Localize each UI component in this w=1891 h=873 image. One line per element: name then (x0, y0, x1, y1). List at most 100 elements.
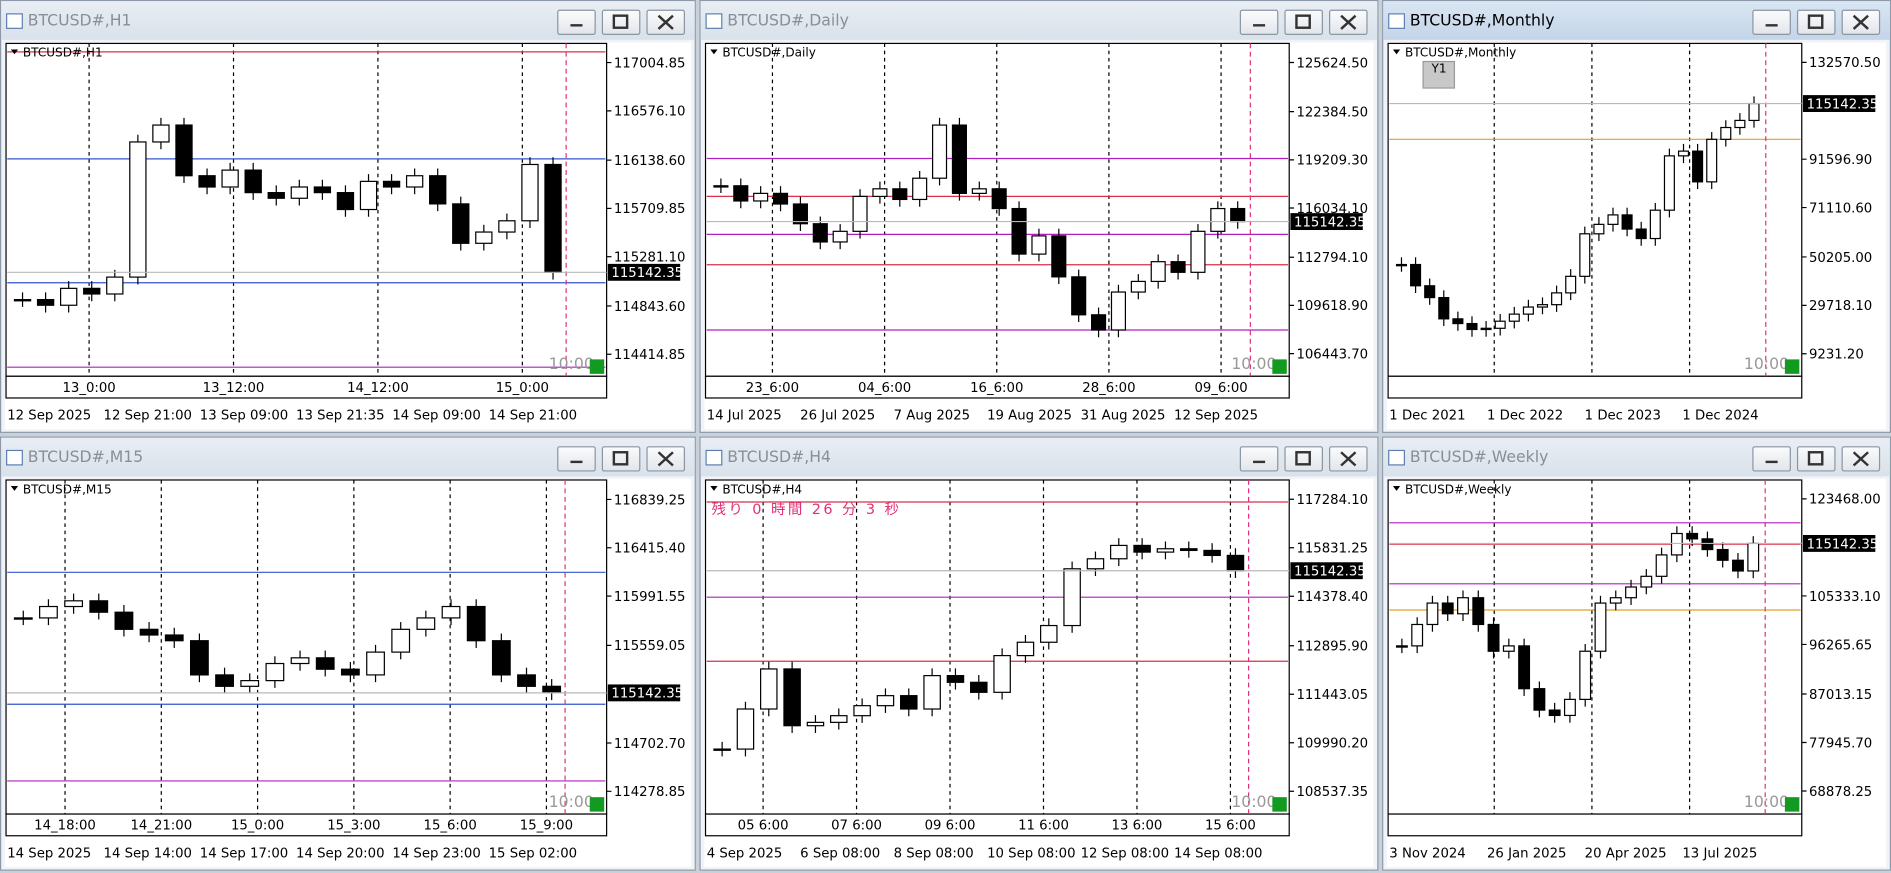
candle (498, 220, 516, 233)
time-strip (1387, 375, 1803, 399)
candle (416, 617, 436, 630)
close-button[interactable] (1329, 9, 1368, 35)
candle (405, 175, 424, 188)
candle (760, 668, 778, 710)
candle (175, 124, 193, 177)
title-bar: BTCUSD#,Monthly (1383, 1, 1890, 40)
y1-button[interactable] (1422, 60, 1456, 89)
chart: 117284.10 115831.25 114378.40 112895.90 1114… (704, 478, 1374, 868)
chart-background (4, 42, 692, 430)
candle (1536, 304, 1549, 308)
time-label: 4 Sep 2025 (707, 846, 783, 861)
candle (830, 715, 848, 723)
time-label: 19 Aug 2025 (987, 409, 1072, 424)
maximize-button[interactable] (1284, 446, 1323, 472)
maximize-button[interactable] (1284, 9, 1323, 35)
chart-background (704, 478, 1374, 868)
collapse-arrow (710, 486, 718, 491)
candle (1732, 559, 1744, 572)
close-button[interactable] (1841, 9, 1881, 35)
maximize-button[interactable] (601, 9, 641, 35)
button-icon (1852, 14, 1869, 30)
window-icon (705, 13, 723, 29)
inner-time-label: 15 6:00 (1205, 819, 1256, 834)
inner-time-label: 14_12:00 (347, 381, 409, 396)
candle (900, 695, 918, 710)
candle (1663, 155, 1675, 211)
candle (1203, 549, 1221, 557)
y-tick-label: 116415.40 (614, 542, 686, 557)
candle (1609, 597, 1622, 604)
time-strip (5, 375, 608, 399)
window-title: BTCUSD#,Daily (727, 12, 849, 31)
chart-window: BTCUSD#,H4 117284.10 115831.25 114378.40 112… (699, 436, 1379, 871)
candle (970, 681, 988, 693)
minimize-button[interactable] (557, 446, 596, 472)
candle (1210, 207, 1226, 232)
candle (1494, 320, 1506, 329)
y-tick-label: 87013.15 (1809, 688, 1872, 703)
y1-label: Y1 (1431, 61, 1447, 75)
time-label: 12 Sep 2025 (7, 409, 91, 424)
chart: 116839.25 116415.40 115991.55 115559.05 1147… (4, 478, 692, 868)
candle (382, 180, 401, 188)
inner-time-label: 04_6:00 (858, 381, 911, 396)
time-label: 15 Sep 02:00 (489, 846, 577, 861)
price-tag (1802, 95, 1876, 112)
inner-time-label: 15_0:00 (231, 819, 284, 834)
time-strip (1387, 813, 1803, 837)
candle (1640, 575, 1653, 588)
y-tick-label: 50205.00 (1809, 251, 1872, 266)
candle (971, 188, 987, 194)
candle (912, 177, 928, 201)
y-tick-label: 117284.10 (1296, 493, 1368, 508)
candle (1655, 554, 1668, 577)
button-icon (612, 14, 629, 29)
time-label: 7 Aug 2025 (894, 409, 970, 424)
candle (931, 124, 948, 179)
candle (1480, 327, 1492, 331)
inner-time-label: 13 6:00 (1112, 819, 1163, 834)
close-button[interactable] (646, 9, 686, 35)
icon (1340, 14, 1357, 30)
time-label: 1 Dec 2023 (1585, 409, 1661, 424)
candle (1071, 276, 1087, 316)
time-label: 14 Jul 2025 (707, 409, 782, 424)
close-button[interactable] (1841, 446, 1881, 472)
candle (1441, 602, 1454, 615)
title-bar: BTCUSD#,H4 (700, 437, 1378, 477)
time-strip (704, 375, 1290, 399)
candle (1720, 126, 1732, 140)
y-tick-label: 114843.60 (614, 300, 686, 315)
candle (736, 708, 755, 750)
minimize-button[interactable] (1752, 446, 1791, 472)
title-bar: BTCUSD#,H1 (1, 1, 695, 40)
window-title: BTCUSD#,H1 (27, 12, 132, 31)
candle (517, 674, 536, 687)
candle (1706, 138, 1718, 183)
minimize-button[interactable] (1239, 9, 1279, 35)
candle (1110, 544, 1128, 560)
close-button[interactable] (646, 446, 686, 472)
close-button[interactable] (1329, 446, 1368, 472)
candle (806, 721, 825, 727)
candle (391, 628, 411, 653)
candle (267, 192, 285, 199)
candle (1438, 296, 1450, 320)
trade-indicator (1784, 797, 1800, 812)
time-label: 10 Sep 08:00 (987, 846, 1075, 861)
candle (221, 169, 239, 188)
time-label: 14 Sep 20:00 (296, 846, 384, 861)
maximize-button[interactable] (601, 446, 641, 472)
candle (59, 287, 78, 306)
maximize-button[interactable] (1796, 9, 1836, 35)
y-tick-label: 68878.25 (1809, 785, 1872, 800)
minimize-button[interactable] (557, 9, 596, 35)
minimize-button[interactable] (1239, 446, 1279, 472)
maximize-button[interactable] (1796, 446, 1836, 472)
symbol-label: BTCUSD#,H1 (23, 46, 103, 60)
button-icon (657, 14, 674, 30)
time-label: 14 Sep 23:00 (392, 846, 480, 861)
candle (466, 605, 486, 642)
minimize-button[interactable] (1752, 9, 1791, 35)
